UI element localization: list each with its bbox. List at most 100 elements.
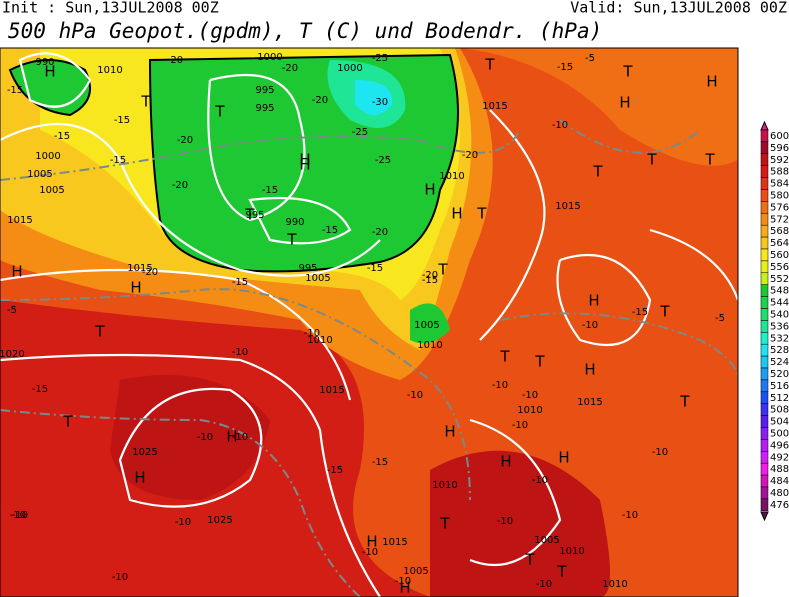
colorbar-swatch	[760, 213, 769, 226]
map-value-label: -20	[167, 55, 183, 66]
colorbar-label: 508	[770, 405, 789, 416]
pressure-center-marker: H	[558, 449, 569, 467]
map-value-label: 1025	[132, 447, 157, 458]
map-value-label: -15	[114, 115, 130, 126]
map-value-label: -10	[552, 120, 568, 131]
pressure-center-marker: H	[399, 579, 410, 597]
map-value-label: 1005	[534, 535, 559, 546]
valid-time: Valid: Sun,13JUL2008 00Z	[570, 0, 787, 17]
pressure-center-marker: H	[500, 453, 511, 471]
map-value-label: -10	[512, 420, 528, 431]
map-value-label: 1010	[602, 579, 627, 590]
colorbar-bottom-arrow	[760, 511, 769, 522]
map-value-label: 1005	[414, 320, 439, 331]
map-value-label: -10	[395, 576, 411, 587]
map-value-label: -15	[322, 225, 338, 236]
pressure-center-marker: T	[704, 151, 715, 169]
colorbar-swatch	[760, 391, 769, 404]
colorbar-swatch	[760, 320, 769, 333]
colorbar-label: 568	[770, 226, 789, 237]
colorbar-swatch	[760, 189, 769, 202]
colorbar-label: 488	[770, 464, 789, 475]
map-value-label: -20	[372, 227, 388, 238]
map-value-label: 1010	[307, 335, 332, 346]
pressure-center-marker: T	[592, 163, 603, 181]
colorbar-swatch	[760, 403, 769, 416]
map-value-label: 990	[285, 217, 304, 228]
map-value-label: -10	[532, 475, 548, 486]
colorbar-swatch	[760, 379, 769, 393]
pressure-center-marker: T	[286, 231, 297, 249]
colorbar-label: 564	[770, 238, 789, 249]
map-value-label: -25	[352, 127, 368, 138]
colorbar-label: 540	[770, 310, 789, 321]
colorbar: 6005965925885845805765725685645605565525…	[760, 129, 789, 512]
map-value-label: -15	[32, 384, 48, 395]
map-value-label: -10	[362, 547, 378, 558]
map-value-label: -5	[585, 53, 595, 64]
map-value-label: -10	[582, 320, 598, 331]
init-time: Init : Sun,13JUL2008 00Z	[2, 0, 219, 17]
map-value-label: -15	[367, 263, 383, 274]
colorbar-swatch	[760, 165, 769, 178]
colorbar-swatch	[760, 177, 769, 190]
pressure-center-marker: H	[366, 533, 377, 551]
map-value-label: -25	[375, 155, 391, 166]
map-value-label: 1015	[482, 101, 507, 112]
map-value-label: -10	[175, 517, 191, 528]
colorbar-swatch	[760, 236, 769, 250]
pressure-center-marker: H	[451, 205, 462, 223]
map-frame	[0, 47, 739, 597]
map-value-label: 1005	[39, 185, 64, 196]
map-value-label: 1010	[559, 546, 584, 557]
colorbar-label: 572	[770, 214, 789, 225]
colorbar-label: 556	[770, 262, 789, 273]
map-value-label: 1015	[577, 397, 602, 408]
map-value-label: -10	[652, 447, 668, 458]
map-value-label: 990	[35, 57, 54, 68]
map-value-label: -5	[715, 313, 725, 324]
map-value-label: -15	[557, 62, 573, 73]
pressure-center-marker: T	[439, 515, 450, 533]
colorbar-swatch	[760, 462, 769, 476]
pressure-center-marker: T	[622, 63, 633, 81]
map-value-label: -30	[372, 97, 388, 108]
colorbar-label: 592	[770, 155, 789, 166]
map-value-label: -10	[304, 328, 320, 339]
map-value-label: -10	[12, 510, 28, 521]
map-title: 500 hPa Geopot.(gpdm), T (C) und Bodendr…	[8, 19, 602, 43]
map-value-label: -20	[172, 180, 188, 191]
colorbar-label: 500	[770, 429, 789, 440]
map-value-label: 1015	[319, 385, 344, 396]
map-value-label: -10	[622, 510, 638, 521]
pressure-center-marker: T	[214, 103, 225, 121]
map-value-label: 1010	[432, 480, 457, 491]
colorbar-label: 480	[770, 488, 789, 499]
pressure-center-marker: T	[94, 323, 105, 341]
map-value-label: -15	[372, 457, 388, 468]
pressure-center-marker: H	[706, 73, 717, 91]
pressure-center-marker: H	[134, 469, 145, 487]
colorbar-swatch	[760, 343, 769, 357]
pressure-center-marker: H	[226, 428, 237, 446]
map-value-label: 995	[255, 103, 274, 114]
colorbar-label: 476	[770, 500, 789, 511]
colorbar-top-arrow	[760, 120, 769, 131]
map-value-label: -10	[536, 579, 552, 590]
pressure-center-marker: H	[299, 156, 310, 174]
map-value-label: -10	[112, 572, 128, 583]
pressure-center-marker: H	[424, 181, 435, 199]
colorbar-swatch	[760, 439, 769, 452]
colorbar-label: 584	[770, 179, 789, 190]
map-value-label: 1000	[257, 52, 282, 63]
map-value-label: 1025	[207, 515, 232, 526]
map-value-label: -10	[497, 516, 513, 527]
map-value-label: -15	[54, 131, 70, 142]
map-value-label: 1020	[0, 349, 25, 360]
map-value-label: 1015	[382, 537, 407, 548]
pressure-center-marker: T	[499, 348, 510, 366]
colorbar-swatch	[760, 486, 769, 500]
map-value-label: 995	[245, 210, 264, 221]
